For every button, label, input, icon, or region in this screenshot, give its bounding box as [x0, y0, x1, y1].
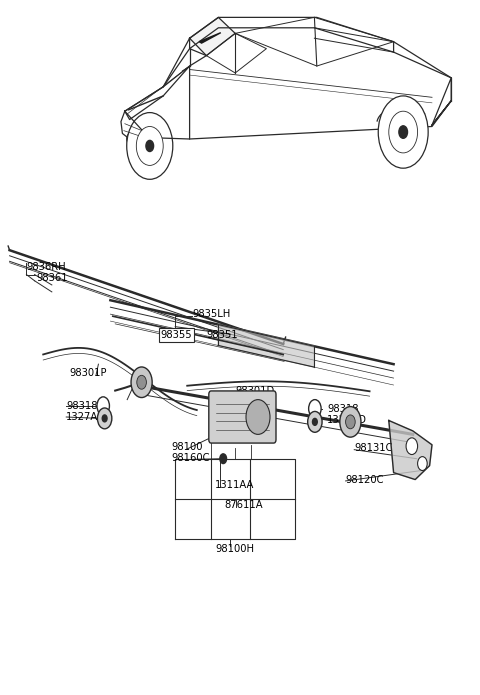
Circle shape: [399, 126, 408, 138]
Circle shape: [127, 113, 173, 179]
Text: 98160C: 98160C: [172, 453, 210, 463]
Circle shape: [97, 397, 109, 415]
Circle shape: [308, 411, 322, 432]
Text: 98318: 98318: [327, 404, 359, 414]
Circle shape: [246, 400, 270, 434]
Text: 87611A: 87611A: [225, 500, 263, 509]
Text: 98100H: 98100H: [215, 544, 254, 554]
Text: 1327AD: 1327AD: [66, 412, 106, 422]
Circle shape: [102, 415, 107, 422]
Circle shape: [137, 375, 146, 389]
Polygon shape: [218, 325, 314, 367]
Text: 1311AA: 1311AA: [215, 480, 254, 490]
Text: 98351: 98351: [206, 330, 238, 340]
Circle shape: [146, 140, 154, 152]
Polygon shape: [199, 33, 221, 43]
Text: 98131C: 98131C: [354, 443, 393, 453]
Circle shape: [340, 407, 361, 437]
Text: 1327AD: 1327AD: [327, 415, 367, 425]
FancyBboxPatch shape: [209, 391, 276, 443]
Text: 9836RH: 9836RH: [26, 262, 66, 272]
Circle shape: [389, 111, 418, 153]
Text: 98120C: 98120C: [346, 475, 384, 484]
Circle shape: [131, 367, 152, 398]
Circle shape: [136, 126, 163, 165]
Text: 98361: 98361: [36, 273, 68, 283]
Circle shape: [312, 418, 317, 425]
Text: 98318: 98318: [66, 401, 98, 411]
Text: 98100: 98100: [172, 442, 204, 452]
Polygon shape: [389, 420, 432, 480]
Text: 9835LH: 9835LH: [192, 309, 230, 319]
Text: 98355: 98355: [161, 330, 192, 340]
Circle shape: [378, 96, 428, 168]
Circle shape: [406, 438, 418, 455]
Polygon shape: [190, 17, 235, 56]
Circle shape: [97, 408, 112, 429]
Text: 98301D: 98301D: [235, 386, 275, 395]
Circle shape: [418, 457, 427, 471]
Text: 98301P: 98301P: [70, 368, 107, 378]
Circle shape: [309, 400, 321, 418]
Circle shape: [220, 454, 227, 464]
Circle shape: [346, 415, 355, 429]
